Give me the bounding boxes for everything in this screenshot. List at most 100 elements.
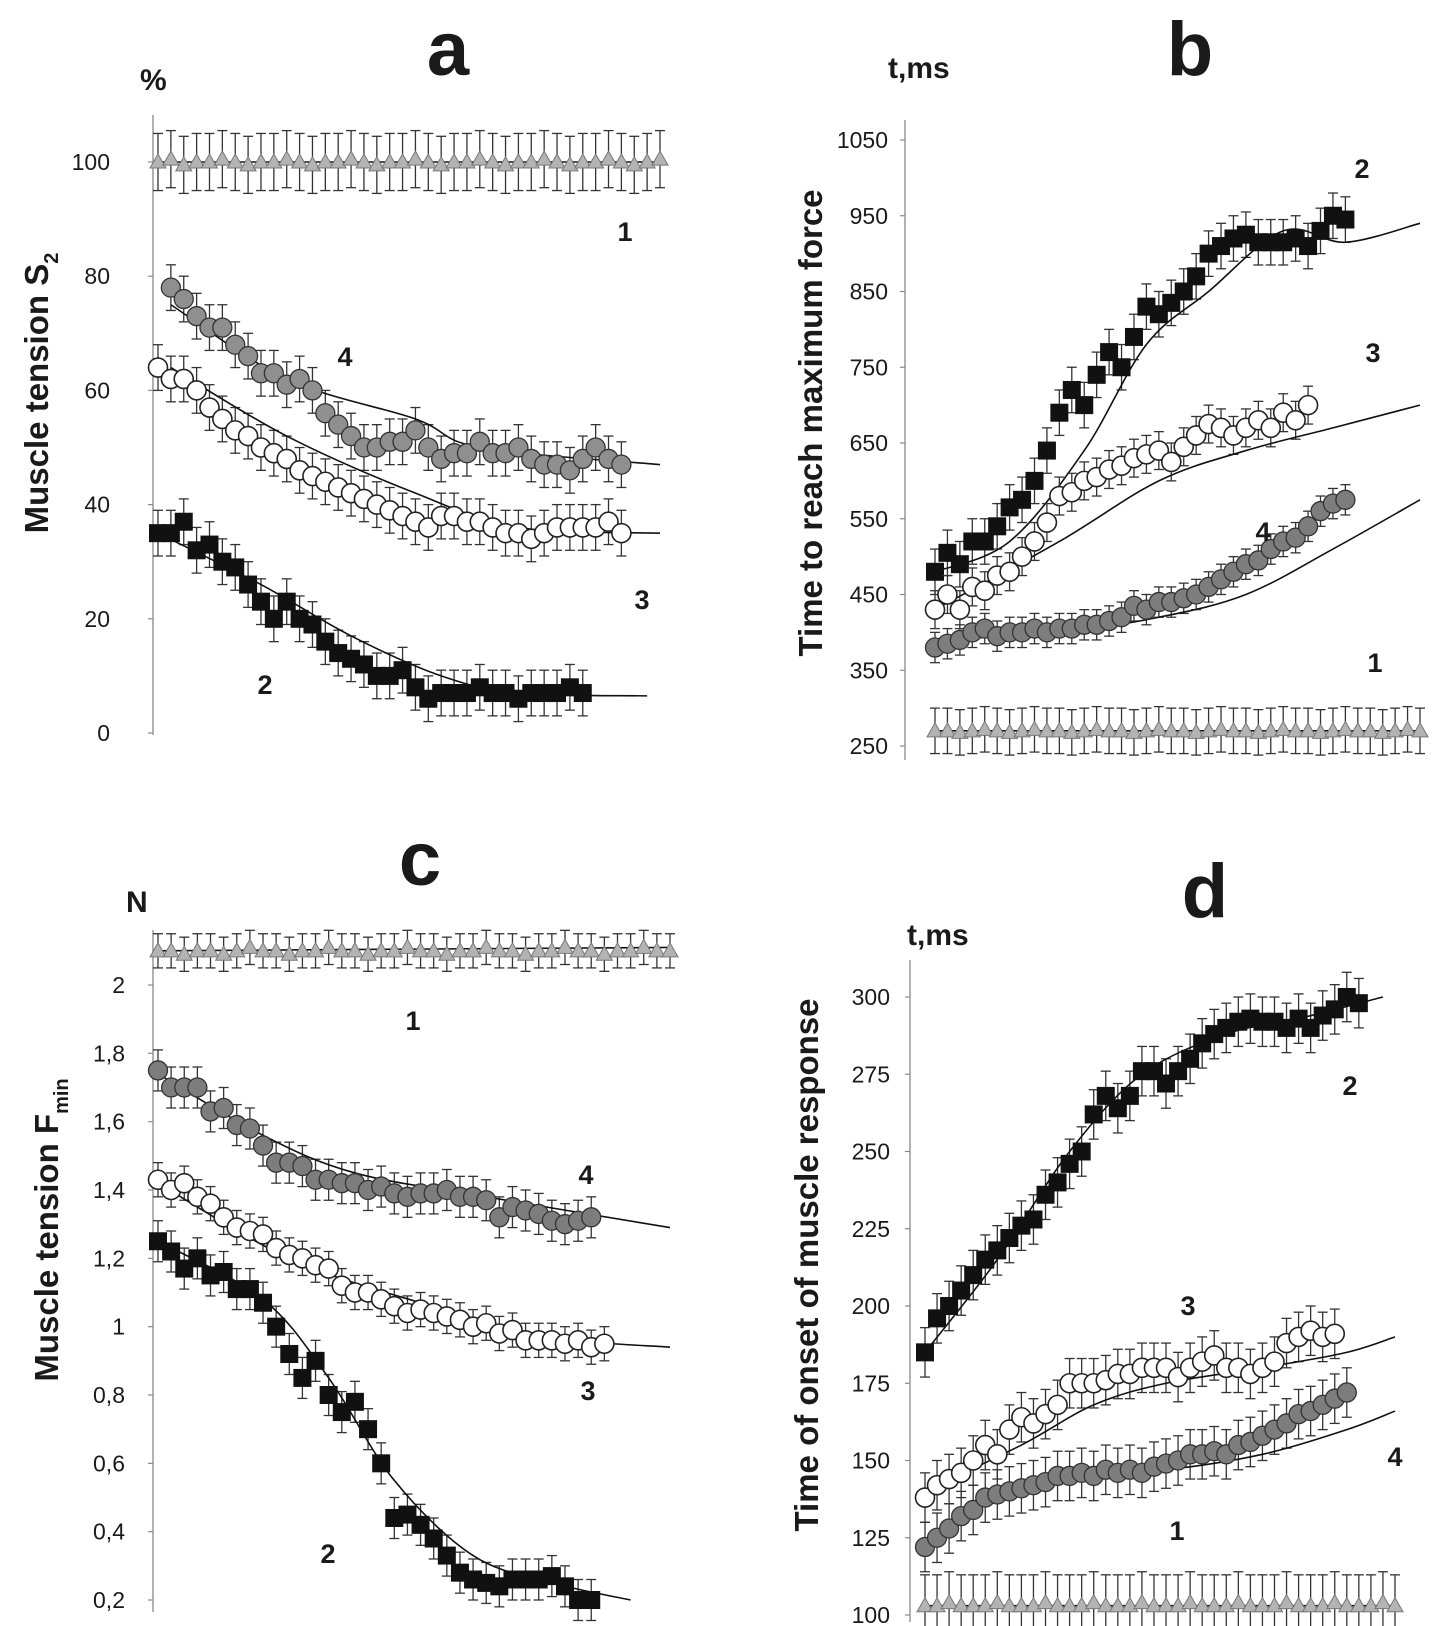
series-2-point <box>582 1591 601 1609</box>
series-1-point <box>1362 1596 1380 1613</box>
panel-a-label-2: 2 <box>257 670 272 700</box>
series-2-point <box>188 1249 207 1268</box>
series-1-point <box>1024 1596 1043 1613</box>
series-4-point <box>289 368 310 390</box>
series-1-point <box>976 1596 995 1613</box>
series-4-point <box>559 460 581 481</box>
series-3-point <box>276 448 298 470</box>
series-1-point <box>483 152 502 169</box>
y-tick-label: 225 <box>852 1216 890 1242</box>
series-1-point <box>1174 721 1193 738</box>
series-1-point <box>187 152 206 169</box>
series-1-point <box>1212 720 1230 736</box>
series-2-point <box>280 1345 299 1363</box>
series-3-point <box>318 1258 339 1279</box>
series-2-point <box>1050 403 1069 422</box>
y-tick-label: 150 <box>852 1448 890 1474</box>
panel-b-label-1: 1 <box>1367 648 1382 678</box>
series-1-point <box>470 150 489 166</box>
series-2-point <box>437 1546 456 1565</box>
series-3-point <box>594 1333 615 1355</box>
series-1-point <box>963 721 982 738</box>
series-4-point <box>581 1207 602 1228</box>
y-tick-label: 0,4 <box>93 1519 125 1545</box>
panel-b-label-3: 3 <box>1365 338 1380 368</box>
series-1-point <box>1193 1596 1212 1613</box>
y-tick-label: 0,8 <box>93 1382 125 1408</box>
series-2-point <box>964 1266 983 1285</box>
series-1-point <box>1241 1596 1260 1613</box>
y-tick-label: 80 <box>84 263 110 289</box>
series-2-point <box>1100 343 1119 362</box>
panel-d-label-2: 2 <box>1342 1071 1357 1101</box>
y-tick-label: 450 <box>850 582 888 608</box>
series-3-point <box>937 584 958 605</box>
series-1-point <box>651 150 669 166</box>
series-1-point <box>1125 723 1143 739</box>
panel-d-y-ticks: 100 125 150 175 200 225 250 275 300 <box>852 984 910 1626</box>
series-1-point <box>174 155 193 172</box>
y-tick-label: 1,4 <box>93 1177 125 1203</box>
series-1-point <box>1348 721 1367 738</box>
series-2-point <box>267 1317 286 1336</box>
series-3-point <box>924 599 946 620</box>
series-1-point <box>1137 721 1156 738</box>
y-tick-label: 650 <box>850 430 888 456</box>
series-4-point <box>213 1097 234 1119</box>
series-1-point <box>952 1596 971 1613</box>
series-3-point <box>199 397 220 418</box>
series-1-point <box>599 150 618 166</box>
series-1-point <box>1013 721 1031 738</box>
series-3-point <box>949 599 971 620</box>
y-tick-label: 0 <box>97 720 110 746</box>
series-1-point <box>608 941 627 958</box>
y-tick-label: 750 <box>850 354 888 380</box>
series-1-point <box>1277 1593 1296 1610</box>
series-1-point <box>319 938 338 954</box>
series-3-fit-line <box>924 1336 1396 1493</box>
series-4-point <box>456 443 478 464</box>
series-2-point <box>200 535 219 554</box>
series-2-point <box>174 512 193 531</box>
series-1-point <box>1374 1593 1392 1610</box>
series-4-point <box>1297 516 1319 537</box>
series-2-point <box>251 592 270 611</box>
series-4-point <box>476 1190 497 1211</box>
series-3-point <box>1285 409 1306 431</box>
series-1-point <box>342 150 360 166</box>
series-1-point <box>380 152 399 169</box>
series-4-point <box>508 437 529 458</box>
series-3-point <box>974 580 996 602</box>
series-1-point <box>535 150 554 166</box>
series-1-point <box>419 152 438 169</box>
panel-b-label-4: 4 <box>1255 517 1270 547</box>
series-1-point <box>926 721 944 738</box>
y-tick-label: 20 <box>84 606 110 632</box>
series-2-point <box>306 1351 325 1370</box>
series-1-point <box>1145 1596 1163 1613</box>
series-1-point <box>964 1596 983 1613</box>
series-1-point <box>1000 1596 1019 1613</box>
series-1-point <box>1075 721 1094 738</box>
series-2-point <box>254 1293 273 1312</box>
series-1-point <box>239 155 257 172</box>
y-tick-label: 1 <box>112 1314 125 1340</box>
series-1-point <box>496 155 515 172</box>
series-1-point <box>227 941 246 958</box>
series-3-point <box>598 511 619 533</box>
series-1-point <box>569 941 587 958</box>
series-1-point <box>1108 1596 1127 1613</box>
y-tick-label: 100 <box>852 1602 890 1626</box>
panel-c-label-3: 3 <box>580 1376 595 1406</box>
series-1-point <box>293 941 312 958</box>
panel-a-plot <box>147 129 669 723</box>
series-3-point <box>1047 1394 1068 1416</box>
series-3-point <box>950 1462 972 1484</box>
series-1-point <box>1100 721 1118 738</box>
series-1-point <box>1096 1596 1115 1613</box>
series-2-point <box>555 1577 574 1596</box>
panel-b-plot <box>924 192 1429 756</box>
y-tick-label: 250 <box>852 1139 890 1165</box>
series-1-point <box>490 941 509 958</box>
series-3-point <box>1024 531 1045 552</box>
